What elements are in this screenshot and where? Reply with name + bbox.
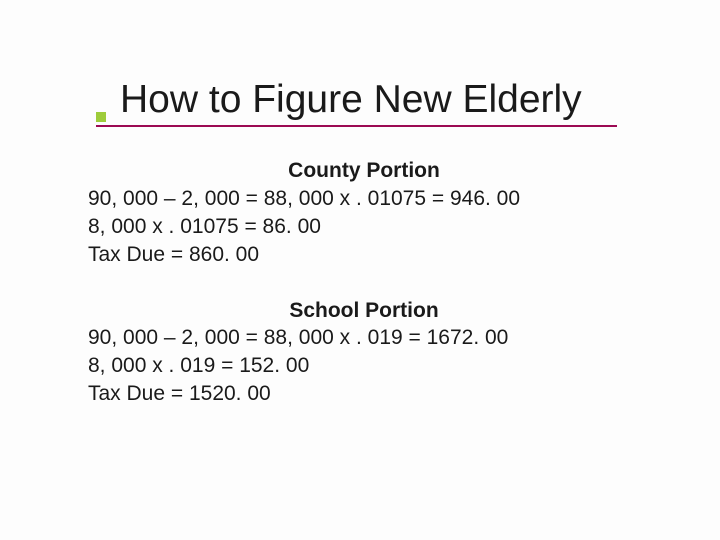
title-row: How to Figure New Elderly <box>96 78 640 123</box>
title-bullet-icon <box>96 112 106 122</box>
slide-title: How to Figure New Elderly <box>120 78 582 123</box>
slide: How to Figure New Elderly County Portion… <box>0 0 720 540</box>
school-portion-block: School Portion 90, 000 – 2, 000 = 88, 00… <box>88 297 640 409</box>
school-line-1: 90, 000 – 2, 000 = 88, 000 x . 019 = 167… <box>88 324 640 352</box>
school-heading: School Portion <box>88 297 640 325</box>
county-line-2: 8, 000 x . 01075 = 86. 00 <box>88 213 640 241</box>
title-underline <box>96 125 617 127</box>
county-line-3: Tax Due = 860. 00 <box>88 241 640 269</box>
slide-content: County Portion 90, 000 – 2, 000 = 88, 00… <box>88 157 640 408</box>
school-line-2: 8, 000 x . 019 = 152. 00 <box>88 352 640 380</box>
county-heading: County Portion <box>88 157 640 185</box>
title-block: How to Figure New Elderly <box>120 78 582 123</box>
school-line-3: Tax Due = 1520. 00 <box>88 380 640 408</box>
county-portion-block: County Portion 90, 000 – 2, 000 = 88, 00… <box>88 157 640 269</box>
county-line-1: 90, 000 – 2, 000 = 88, 000 x . 01075 = 9… <box>88 185 640 213</box>
